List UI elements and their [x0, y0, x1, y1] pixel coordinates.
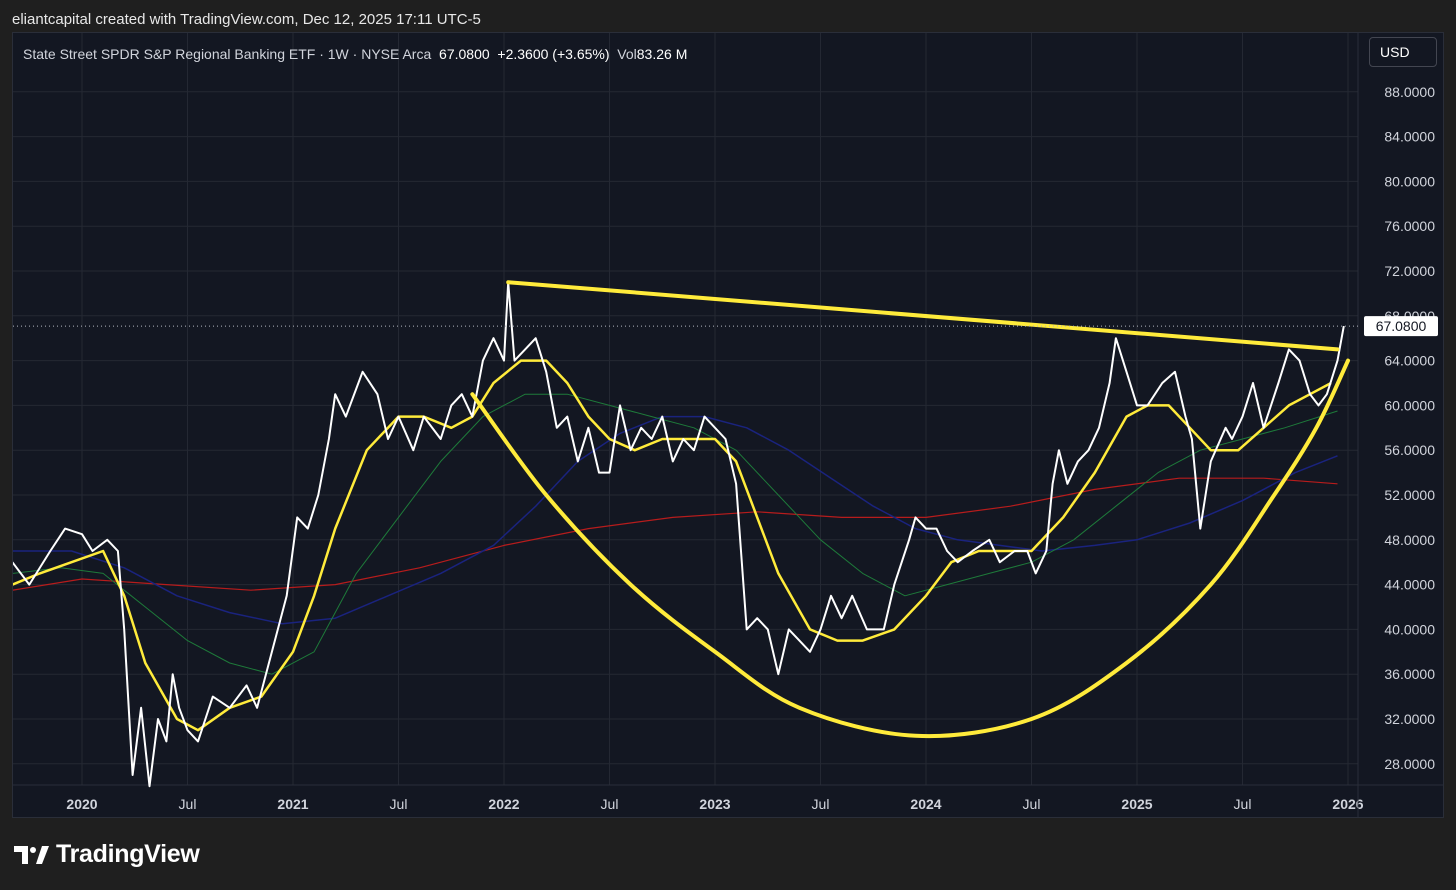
chart-legend: State Street SPDR S&P Regional Banking E…	[23, 46, 687, 62]
x-tick-label: Jul	[601, 796, 619, 812]
x-tick-label: Jul	[812, 796, 830, 812]
y-tick-label: 56.0000	[1384, 442, 1435, 458]
current-price: 67.0800	[13, 316, 1438, 337]
volume-label: Vol	[617, 46, 637, 62]
chart-panel[interactable]: 28.0000 32.0000 36.0000 40.0000 44.0000 48.00…	[12, 32, 1444, 818]
x-tick-label: Jul	[1023, 796, 1041, 812]
brand: TradingView	[14, 840, 200, 869]
series-line-0	[13, 281, 1345, 788]
x-tick-label: 2026	[1332, 796, 1363, 812]
trendline	[506, 280, 1340, 352]
x-tick-label: Jul	[1234, 796, 1252, 812]
y-tick-label: 60.0000	[1384, 397, 1435, 413]
x-tick-label: Jul	[179, 796, 197, 812]
x-tick-label: 2023	[699, 796, 730, 812]
volume-value: 83.26 M	[636, 46, 688, 62]
tradingview-logo-icon	[14, 845, 49, 864]
current-price-box	[1364, 316, 1438, 337]
brand-name: TradingView	[56, 840, 200, 868]
y-tick-label: 64.0000	[1384, 353, 1435, 369]
price-chart[interactable]: 28.0000 32.0000 36.0000 40.0000 44.0000 48.00…	[13, 33, 1444, 818]
drawings[interactable]	[470, 280, 1350, 739]
y-tick-label: 80.0000	[1384, 173, 1435, 189]
y-tick-label: 44.0000	[1384, 577, 1435, 593]
change-value: +2.3600 (+3.65%)	[497, 46, 610, 62]
y-tick-label: 28.0000	[1384, 756, 1435, 772]
x-tick-label: 2021	[277, 796, 308, 812]
series-line-1	[13, 359, 1332, 732]
x-tick-label: Jul	[390, 796, 408, 812]
x-tick-label: 2020	[66, 796, 97, 812]
y-tick-label: 40.0000	[1384, 621, 1435, 637]
chart-credit: eliantcapital created with TradingView.c…	[12, 11, 481, 28]
x-tick-label: 2022	[488, 796, 519, 812]
y-tick-label: 48.0000	[1384, 532, 1435, 548]
y-tick-label: 32.0000	[1384, 711, 1435, 727]
y-tick-label: 52.0000	[1384, 487, 1435, 503]
current-price-label: 67.0800	[1376, 318, 1427, 334]
series	[13, 281, 1345, 788]
grid	[13, 33, 1358, 785]
y-tick-label: 36.0000	[1384, 666, 1435, 682]
series-line-3	[13, 415, 1338, 625]
x-tick-label: 2024	[910, 796, 941, 812]
axes: 28.0000 32.0000 36.0000 40.0000 44.0000 48.00…	[13, 33, 1443, 817]
symbol-title: State Street SPDR S&P Regional Banking E…	[23, 46, 432, 62]
series-line-2	[13, 393, 1338, 675]
y-tick-label: 88.0000	[1384, 84, 1435, 100]
y-tick-label: 76.0000	[1384, 218, 1435, 234]
cup-arc	[470, 358, 1350, 739]
currency-button[interactable]: USD	[1369, 37, 1437, 67]
series-line-4	[13, 477, 1338, 591]
y-tick-label: 72.0000	[1384, 263, 1435, 279]
close-value: 67.0800	[439, 46, 490, 62]
y-tick-label: 84.0000	[1384, 129, 1435, 145]
x-tick-label: 2025	[1121, 796, 1152, 812]
